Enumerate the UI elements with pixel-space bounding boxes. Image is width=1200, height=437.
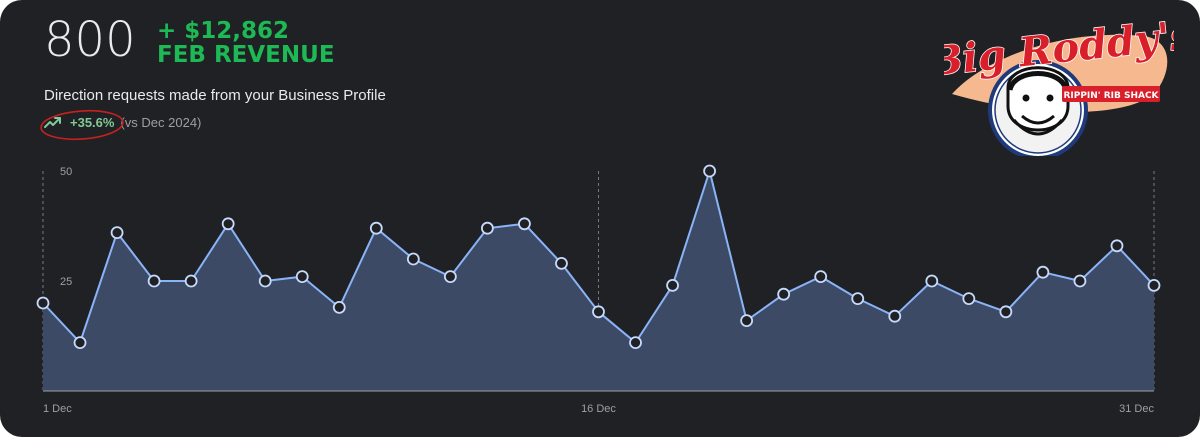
data-point <box>555 256 568 270</box>
data-point <box>369 221 383 235</box>
big-roddys-logo: RIPPIN' RIB SHACK Big Roddy's <box>944 11 1174 156</box>
data-point <box>703 164 716 178</box>
data-point <box>851 292 865 306</box>
trend-row: +35.6% (vs Dec 2024) <box>44 113 201 131</box>
data-point <box>184 274 198 288</box>
revenue-label: FEB REVENUE <box>157 42 335 68</box>
data-point <box>999 305 1013 319</box>
data-point <box>740 314 754 328</box>
data-point <box>592 305 605 319</box>
data-point <box>1036 265 1050 279</box>
data-point <box>814 270 828 284</box>
logo-tagline: RIPPIN' RIB SHACK <box>1063 91 1159 101</box>
data-point <box>36 296 50 310</box>
red-circle-annotation <box>40 109 124 141</box>
x-tick-label: 31 Dec <box>1119 403 1154 415</box>
data-point <box>295 270 309 284</box>
data-point <box>258 274 272 288</box>
direction-requests-total: 800 <box>44 12 136 68</box>
metric-description: Direction requests made from your Busine… <box>44 87 386 104</box>
data-point <box>1110 239 1124 253</box>
data-point <box>925 274 939 288</box>
y-tick-label: 25 <box>60 276 72 288</box>
data-point <box>777 287 791 301</box>
data-point <box>480 221 494 235</box>
trend-comparison: (vs Dec 2024) <box>120 114 202 130</box>
trending-up-icon <box>44 117 61 128</box>
data-point <box>518 217 531 231</box>
data-point <box>629 336 642 350</box>
data-point <box>888 309 902 323</box>
x-tick-label: 1 Dec <box>43 403 72 415</box>
trend-percentage: +35.6% <box>70 114 115 130</box>
data-point <box>443 270 457 284</box>
data-point <box>110 226 124 240</box>
data-point <box>1073 274 1087 288</box>
data-point <box>666 278 679 292</box>
data-point <box>73 336 87 350</box>
data-point <box>332 300 346 314</box>
x-tick-label: 16 Dec <box>581 403 616 415</box>
data-point <box>147 274 161 288</box>
area-fill <box>43 171 1154 391</box>
y-tick-label: 50 <box>60 166 72 178</box>
data-point <box>221 217 235 231</box>
revenue-amount: + $12,862 <box>157 18 290 44</box>
data-point <box>1147 278 1161 292</box>
data-point <box>406 252 420 266</box>
data-point <box>962 292 976 306</box>
